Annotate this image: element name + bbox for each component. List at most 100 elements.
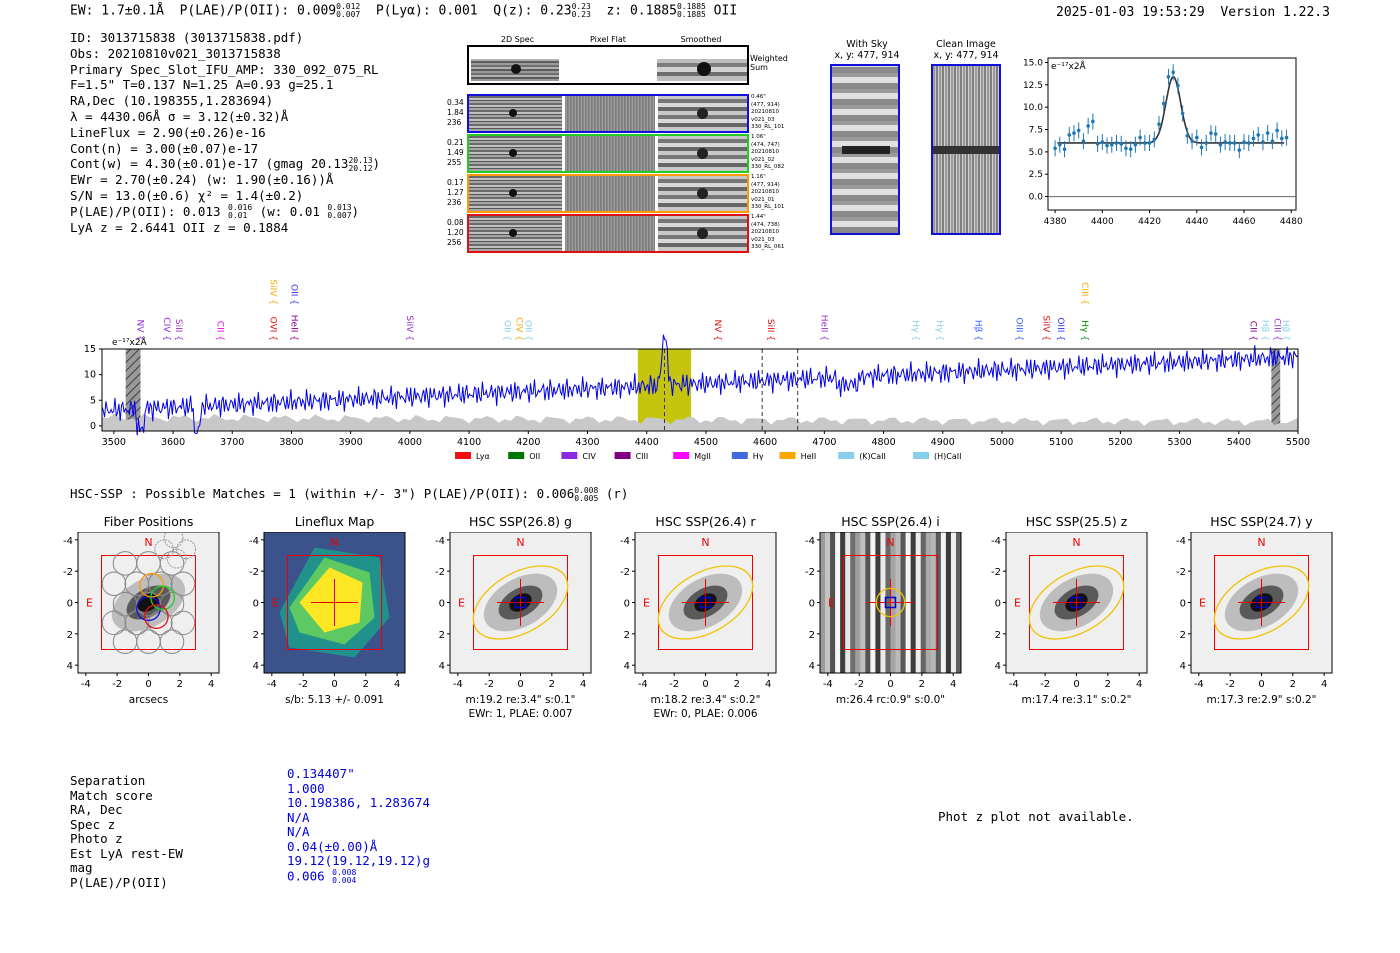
spec-flux-line xyxy=(101,334,1299,436)
header-qz: Q(z): 0.23 xyxy=(493,3,572,19)
stripe xyxy=(840,532,846,673)
header-version: Version 1.22.3 xyxy=(1220,5,1330,20)
sky-panel-title: With Sky xyxy=(846,39,888,50)
spec2d-row-meta-line: 20210810 xyxy=(751,149,779,156)
fit-data-point xyxy=(1072,131,1076,135)
fit-data-point xyxy=(1128,147,1133,151)
hsc-xtick-label: -4 xyxy=(1194,679,1204,690)
spec2d-row-meta-line: 330_RL_061 xyxy=(751,244,785,251)
spec-line-label: Hγ { xyxy=(934,320,944,341)
hsc-panel-title: HSC SSP(26.4) i xyxy=(841,514,940,529)
stripe xyxy=(850,532,856,673)
spec-line-label: CII { xyxy=(1248,321,1258,341)
hsc-ytick-label: 0 xyxy=(439,599,445,610)
hsc-panel-title: HSC SSP(24.7) y xyxy=(1210,514,1313,529)
fiber-circle xyxy=(159,591,185,617)
spec-line-label: Hγ { xyxy=(910,320,920,341)
hsc-summary-text: HSC-SSP : Possible Matches = 1 (within +… xyxy=(70,486,575,501)
fit-data-point xyxy=(1228,141,1232,145)
spec-line-label: NV { xyxy=(712,320,722,341)
spec-xtick-label: 4500 xyxy=(694,437,718,448)
hsc-xtick-label: 4 xyxy=(1136,679,1142,690)
col-header-2dspec: 2D Spec xyxy=(500,35,535,44)
hsc-ytick-label: 2 xyxy=(439,630,445,641)
hsc-xtick-label: 2 xyxy=(1105,679,1111,690)
match-label-score: Match score xyxy=(70,787,153,803)
sky-panel-coords: x, y: 477, 914 xyxy=(834,50,900,61)
info-plae-row: P(LAE)/P(OII): 0.013 0.016 0.01 (w: 0.01 … xyxy=(70,203,360,221)
hsc-xtick-label: 0 xyxy=(887,679,893,690)
stripe xyxy=(835,532,841,673)
spec2d-row-meta-line: 0.46" xyxy=(751,94,766,100)
hsc-xtick-label: -2 xyxy=(484,679,494,690)
match-value-score: 1.000 xyxy=(287,780,325,796)
hsc-center-marker xyxy=(884,596,897,609)
header-z-hi: 0.1885 xyxy=(676,2,706,11)
info-contn: Cont(n) = 3.00(±0.07)e-17 xyxy=(70,140,259,156)
spec-axes-frame xyxy=(101,348,1299,432)
fit-data-point xyxy=(1180,111,1185,116)
match-value-photoz: N/A xyxy=(287,824,310,839)
fit-data-point xyxy=(1195,135,1199,140)
hsc-galaxy-ellipse xyxy=(1028,565,1125,640)
spec-xtick-label: 4900 xyxy=(931,437,955,448)
fit-data-point xyxy=(1053,146,1057,151)
match-values: 0.134407" 1.000 10.198386, 1.283674 N/A … xyxy=(287,766,430,885)
spec-xtick-label: 4800 xyxy=(871,437,895,448)
spec-line-label: CII { xyxy=(214,321,224,341)
fit-data-point xyxy=(1270,139,1275,143)
spec-legend-label: HeII xyxy=(801,452,817,461)
col-header-smoothed: Smoothed xyxy=(680,35,722,44)
spec2d-row-stat: 0.17 xyxy=(447,178,464,187)
fit-data-point xyxy=(1284,135,1289,140)
hsc-xtick-label: -2 xyxy=(112,679,122,690)
spec-xtick-label: 4400 xyxy=(635,437,659,448)
fit-data-point xyxy=(1185,133,1190,138)
info-plae-hi: 0.016 xyxy=(228,203,253,213)
spec2d-row-smooth-source xyxy=(697,148,708,159)
hsc-panel-title: Lineflux Map xyxy=(294,514,375,529)
spec-line-label: SiIV { xyxy=(268,279,278,305)
spec2d-row-stat: 1.20 xyxy=(447,228,464,237)
spec-xtick-label: 4600 xyxy=(753,437,777,448)
fit-data-point xyxy=(1237,148,1242,152)
info-plae-w: (w: 0.01 xyxy=(259,203,320,219)
fiber-circle xyxy=(148,571,173,596)
header-plae-lo: 0.007 xyxy=(336,10,361,19)
header-qz-lo: 0.23 xyxy=(571,10,591,19)
spec2d-row-smooth-source xyxy=(697,188,708,199)
hsc-xtick-label: -4 xyxy=(823,679,833,690)
spec-legend-swatch xyxy=(779,452,796,459)
match-label-mag: mag xyxy=(70,860,93,875)
fiber-dashed xyxy=(163,532,184,549)
weighted-sum-label: Weighted Sum xyxy=(750,54,788,72)
spec-legend-swatch xyxy=(614,452,631,459)
fit-ytick-label: 0.0 xyxy=(1029,193,1044,203)
info-fparams: F=1.5" T=0.137 N=1.25 A=0.93 g=25.1 xyxy=(70,77,334,93)
spec-xtick-label: 3800 xyxy=(279,437,303,448)
hsc-aperture-box xyxy=(101,555,196,650)
fiber-circle xyxy=(170,571,196,596)
hsc-ytick-label: 2 xyxy=(1180,630,1186,641)
full-spectrum-chart: e⁻¹⁷x2Å 0 5 10 15 3500 3600 3700 3800 3900 4000 410… xyxy=(84,279,1310,461)
spec-line-label: Hβ { xyxy=(972,320,982,341)
spec2d-row-stat: 1.84 xyxy=(447,108,464,117)
hsc-panel-plot: N E -4 4 -2 2 0 0 2 -2 4 -4 xyxy=(991,532,1148,690)
clean-panel-title: Clean Image xyxy=(936,39,996,50)
spec-xtick-label: 4000 xyxy=(398,437,422,448)
hsc-panel-caption: m:19.2 re:3.4" s:0.1" xyxy=(465,694,576,706)
fiber-dashed xyxy=(154,539,175,560)
match-value-plae-row: 0.006 0.008 0.004 xyxy=(287,868,430,885)
fiber-tertiary xyxy=(150,585,175,611)
hsc-summary-hi: 0.008 xyxy=(574,485,599,495)
spec-xtick-label: 5000 xyxy=(990,437,1014,448)
hsc-ytick-label: 4 xyxy=(67,661,73,672)
fit-data-point xyxy=(1133,142,1138,147)
spec2d-row-meta-line: (477, 914) xyxy=(751,101,780,108)
spec2d-row-meta-line: 330_RL_082 xyxy=(751,164,785,171)
spec2d-row-meta: 1.16" (477, 914) 20210810 v021_01 330_RL_101 xyxy=(751,174,784,212)
detection-info: ID: 3013715838 (3013715838.pdf) Obs: 202… xyxy=(70,30,380,235)
weighted-sum-panel xyxy=(467,45,749,85)
hsc-ytick-label: -2 xyxy=(249,567,259,578)
spec2d-row-meta: 1.44" (474, 738) 20210810 v021_03 330_RL_061 xyxy=(751,214,784,252)
